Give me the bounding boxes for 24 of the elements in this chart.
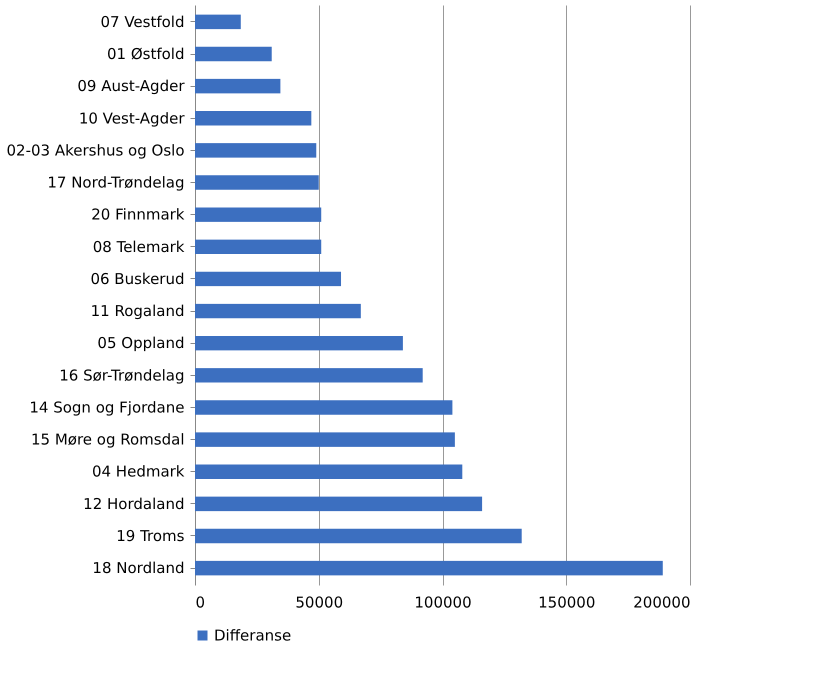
y-tick-label: 14 Sogn og Fjordane [29,398,184,416]
legend-label: Differanse [214,626,292,644]
y-tick-label: 06 Buskerud [90,270,184,288]
y-tick-label: 15 Møre og Romsdal [30,430,184,449]
y-tick-label: 04 Hedmark [92,462,185,481]
x-tick-label: 100000 [414,594,472,612]
y-tick-label: 10 Vest-Agder [78,109,186,128]
x-tick-label: 150000 [538,594,596,612]
y-tick-label: 05 Oppland [97,334,184,352]
y-tick-label: 08 Telemark [92,238,185,256]
y-tick-label: 12 Hordaland [83,494,184,513]
x-tick-label: 50000 [295,594,344,612]
y-tick-label: 18 Nordland [92,559,184,578]
y-tick-label: 20 Finnmark [91,206,185,224]
y-tick-label: 09 Aust-Agder [77,77,186,96]
y-tick-label: 01 Østfold [106,45,184,64]
y-tick-label: 11 Rogaland [90,302,184,320]
y-tick-label: 07 Vestfold [100,12,184,31]
x-tick-label: 0 [196,594,206,612]
y-tick-label: 02-03 Akershus og Oslo [6,141,184,160]
y-tick-label: 17 Nord-Trøndelag [47,174,184,192]
y-tick-label: 19 Troms [116,526,185,545]
x-tick-label: 200000 [633,594,690,612]
y-tick-label: 16 Sør-Trøndelag [59,366,184,384]
